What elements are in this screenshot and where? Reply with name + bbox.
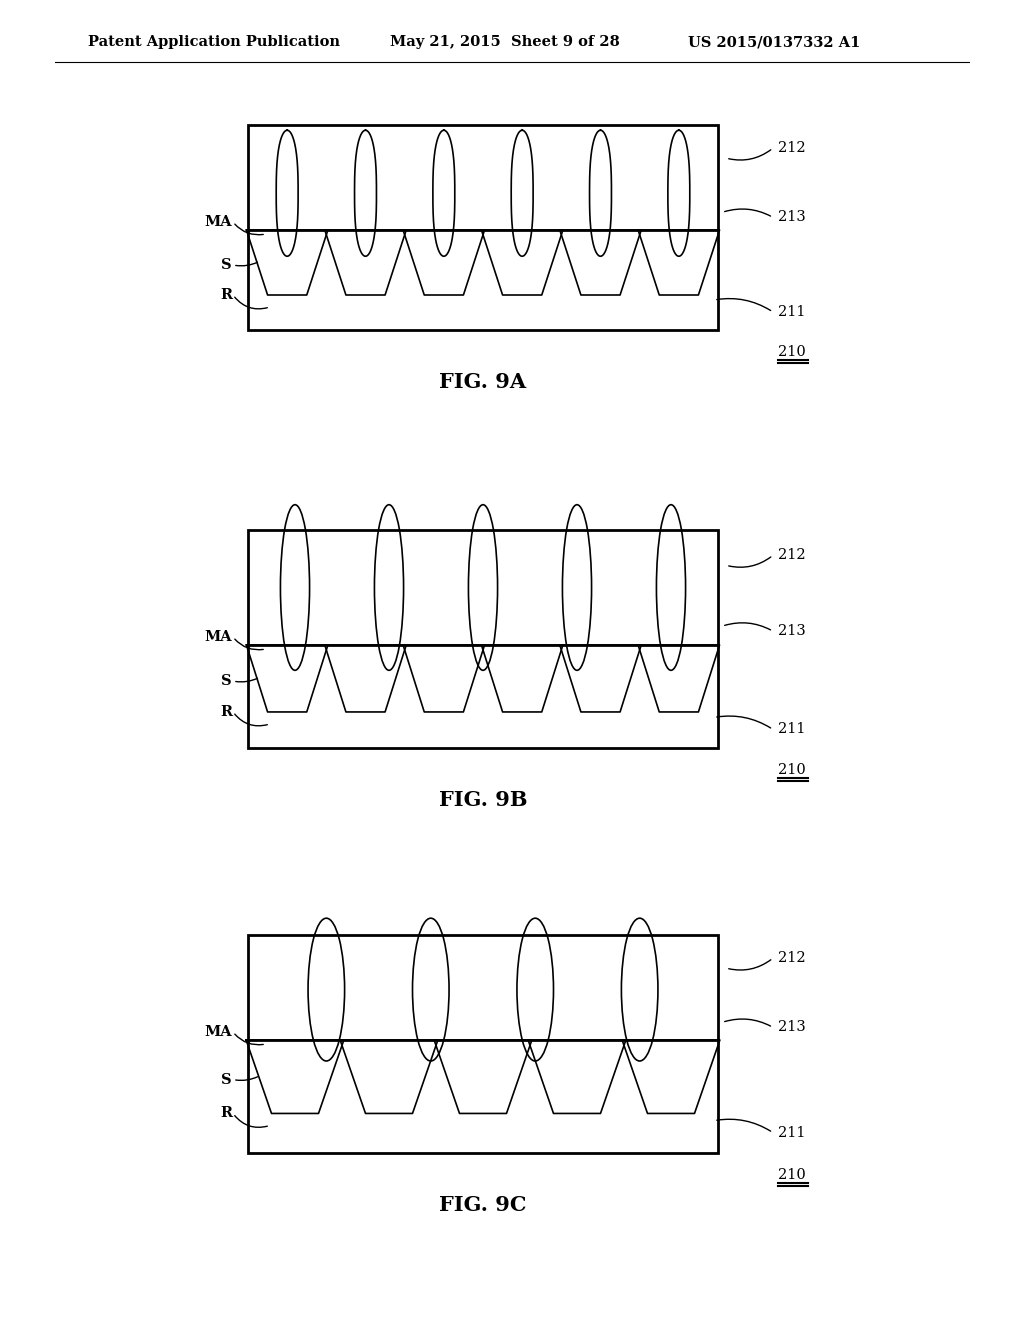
Text: S: S (221, 675, 232, 688)
Text: 211: 211 (778, 305, 806, 319)
Text: FIG. 9C: FIG. 9C (439, 1195, 526, 1214)
Text: 210: 210 (778, 763, 806, 777)
Text: 213: 213 (778, 210, 806, 224)
Text: MA: MA (205, 215, 232, 228)
Text: 211: 211 (778, 722, 806, 737)
Text: 213: 213 (778, 1020, 806, 1035)
Text: May 21, 2015  Sheet 9 of 28: May 21, 2015 Sheet 9 of 28 (390, 36, 620, 49)
Text: 212: 212 (778, 141, 806, 154)
Text: R: R (220, 1106, 232, 1121)
Text: S: S (221, 1073, 232, 1086)
Text: 210: 210 (778, 1168, 806, 1181)
Text: 211: 211 (778, 1126, 806, 1139)
Text: 213: 213 (778, 624, 806, 638)
Text: 210: 210 (778, 345, 806, 359)
Text: R: R (220, 705, 232, 719)
Text: S: S (221, 257, 232, 272)
Bar (248, 125, 718, 330)
Bar (248, 531, 718, 748)
Text: 212: 212 (778, 952, 806, 965)
Text: Patent Application Publication: Patent Application Publication (88, 36, 340, 49)
Text: FIG. 9B: FIG. 9B (438, 789, 527, 810)
Text: R: R (220, 288, 232, 302)
Text: US 2015/0137332 A1: US 2015/0137332 A1 (688, 36, 860, 49)
Text: 212: 212 (778, 548, 806, 562)
Bar (248, 935, 718, 1152)
Text: FIG. 9A: FIG. 9A (439, 372, 526, 392)
Text: MA: MA (205, 630, 232, 644)
Text: MA: MA (205, 1026, 232, 1039)
